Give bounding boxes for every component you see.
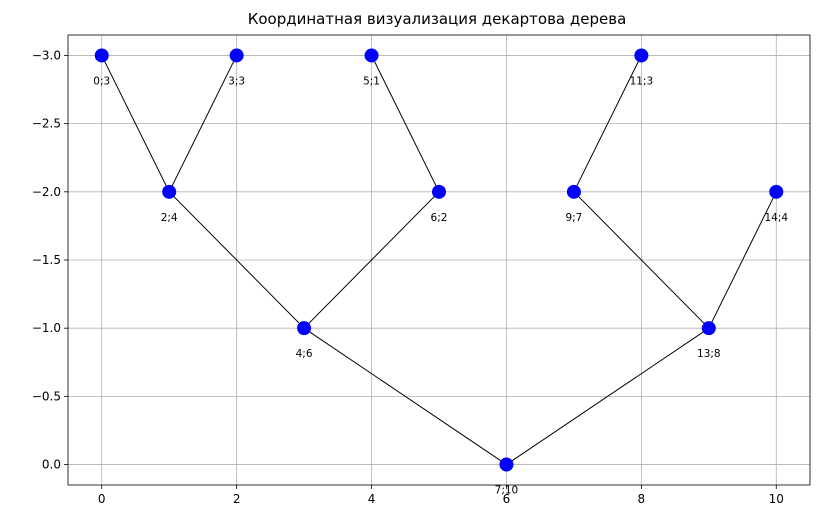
tree-node-marker [566, 184, 581, 199]
tree-edge [168, 55, 238, 193]
tree-node-label: 2;4 [161, 212, 178, 224]
tree-node-marker [94, 48, 109, 63]
tree-node-marker [229, 48, 244, 63]
tree-node-marker [432, 184, 446, 199]
tree-node-label: 14;4 [764, 212, 788, 224]
tree-node-label: 6;2 [431, 212, 448, 224]
y-tick-label: −1.5 [32, 253, 61, 267]
tree-edge [168, 191, 305, 329]
tree-node-label: 7;10 [495, 485, 519, 497]
tree-node-marker [162, 184, 177, 199]
x-tick-label: 2 [233, 492, 241, 506]
tree-edge [371, 55, 440, 193]
tree-edge [573, 55, 642, 193]
tree-node-label: 5;1 [363, 75, 380, 87]
tree-node-marker [364, 48, 379, 63]
tree-node-marker [701, 321, 716, 336]
x-tick-label: 6 [503, 492, 511, 506]
tree-node-label: 0;3 [93, 75, 110, 87]
grid [68, 35, 810, 485]
tree-node-label: 13;8 [697, 348, 721, 360]
tree-node-marker [499, 457, 514, 472]
y-axis: −3.0 −2.5 −2.0 −1.5 −1.0 −0.5 0.0 [32, 48, 68, 472]
tree-node-label: 9;7 [565, 212, 582, 224]
y-tick-label: 0.0 [42, 458, 61, 472]
tree-node-label: 3;3 [228, 75, 245, 87]
x-tick-label: 10 [769, 492, 784, 506]
tree-node-label: 11;3 [630, 75, 654, 87]
tree-edge [303, 191, 440, 329]
tree-edge [573, 191, 710, 329]
tree-node-marker [297, 321, 312, 336]
y-tick-label: −2.0 [32, 185, 61, 199]
tree-edges [101, 55, 777, 465]
tree-edge [303, 327, 507, 465]
y-tick-label: −2.5 [32, 117, 61, 131]
chart-title: Координатная визуализация декартова дере… [248, 10, 627, 28]
x-tick-label: 8 [638, 492, 646, 506]
y-tick-label: −3.0 [32, 48, 61, 62]
tree-nodes [94, 48, 784, 472]
x-tick-label: 4 [368, 492, 376, 506]
tree-edge [708, 191, 777, 329]
y-tick-label: −0.5 [32, 389, 61, 403]
tree-node-marker [634, 48, 649, 63]
tree-node-marker [769, 184, 784, 199]
node-labels: 0;3 2;4 3;3 4;6 5;1 6;2 7;10 9;7 11;3 13;8 14;4 [93, 75, 788, 496]
x-tick-label: 0 [98, 492, 106, 506]
x-axis: 0 2 4 6 8 10 [98, 485, 784, 506]
tree-edge [101, 55, 170, 193]
y-tick-label: −1.0 [32, 321, 61, 335]
tree-edge [506, 327, 710, 465]
tree-node-label: 4;6 [296, 348, 313, 360]
